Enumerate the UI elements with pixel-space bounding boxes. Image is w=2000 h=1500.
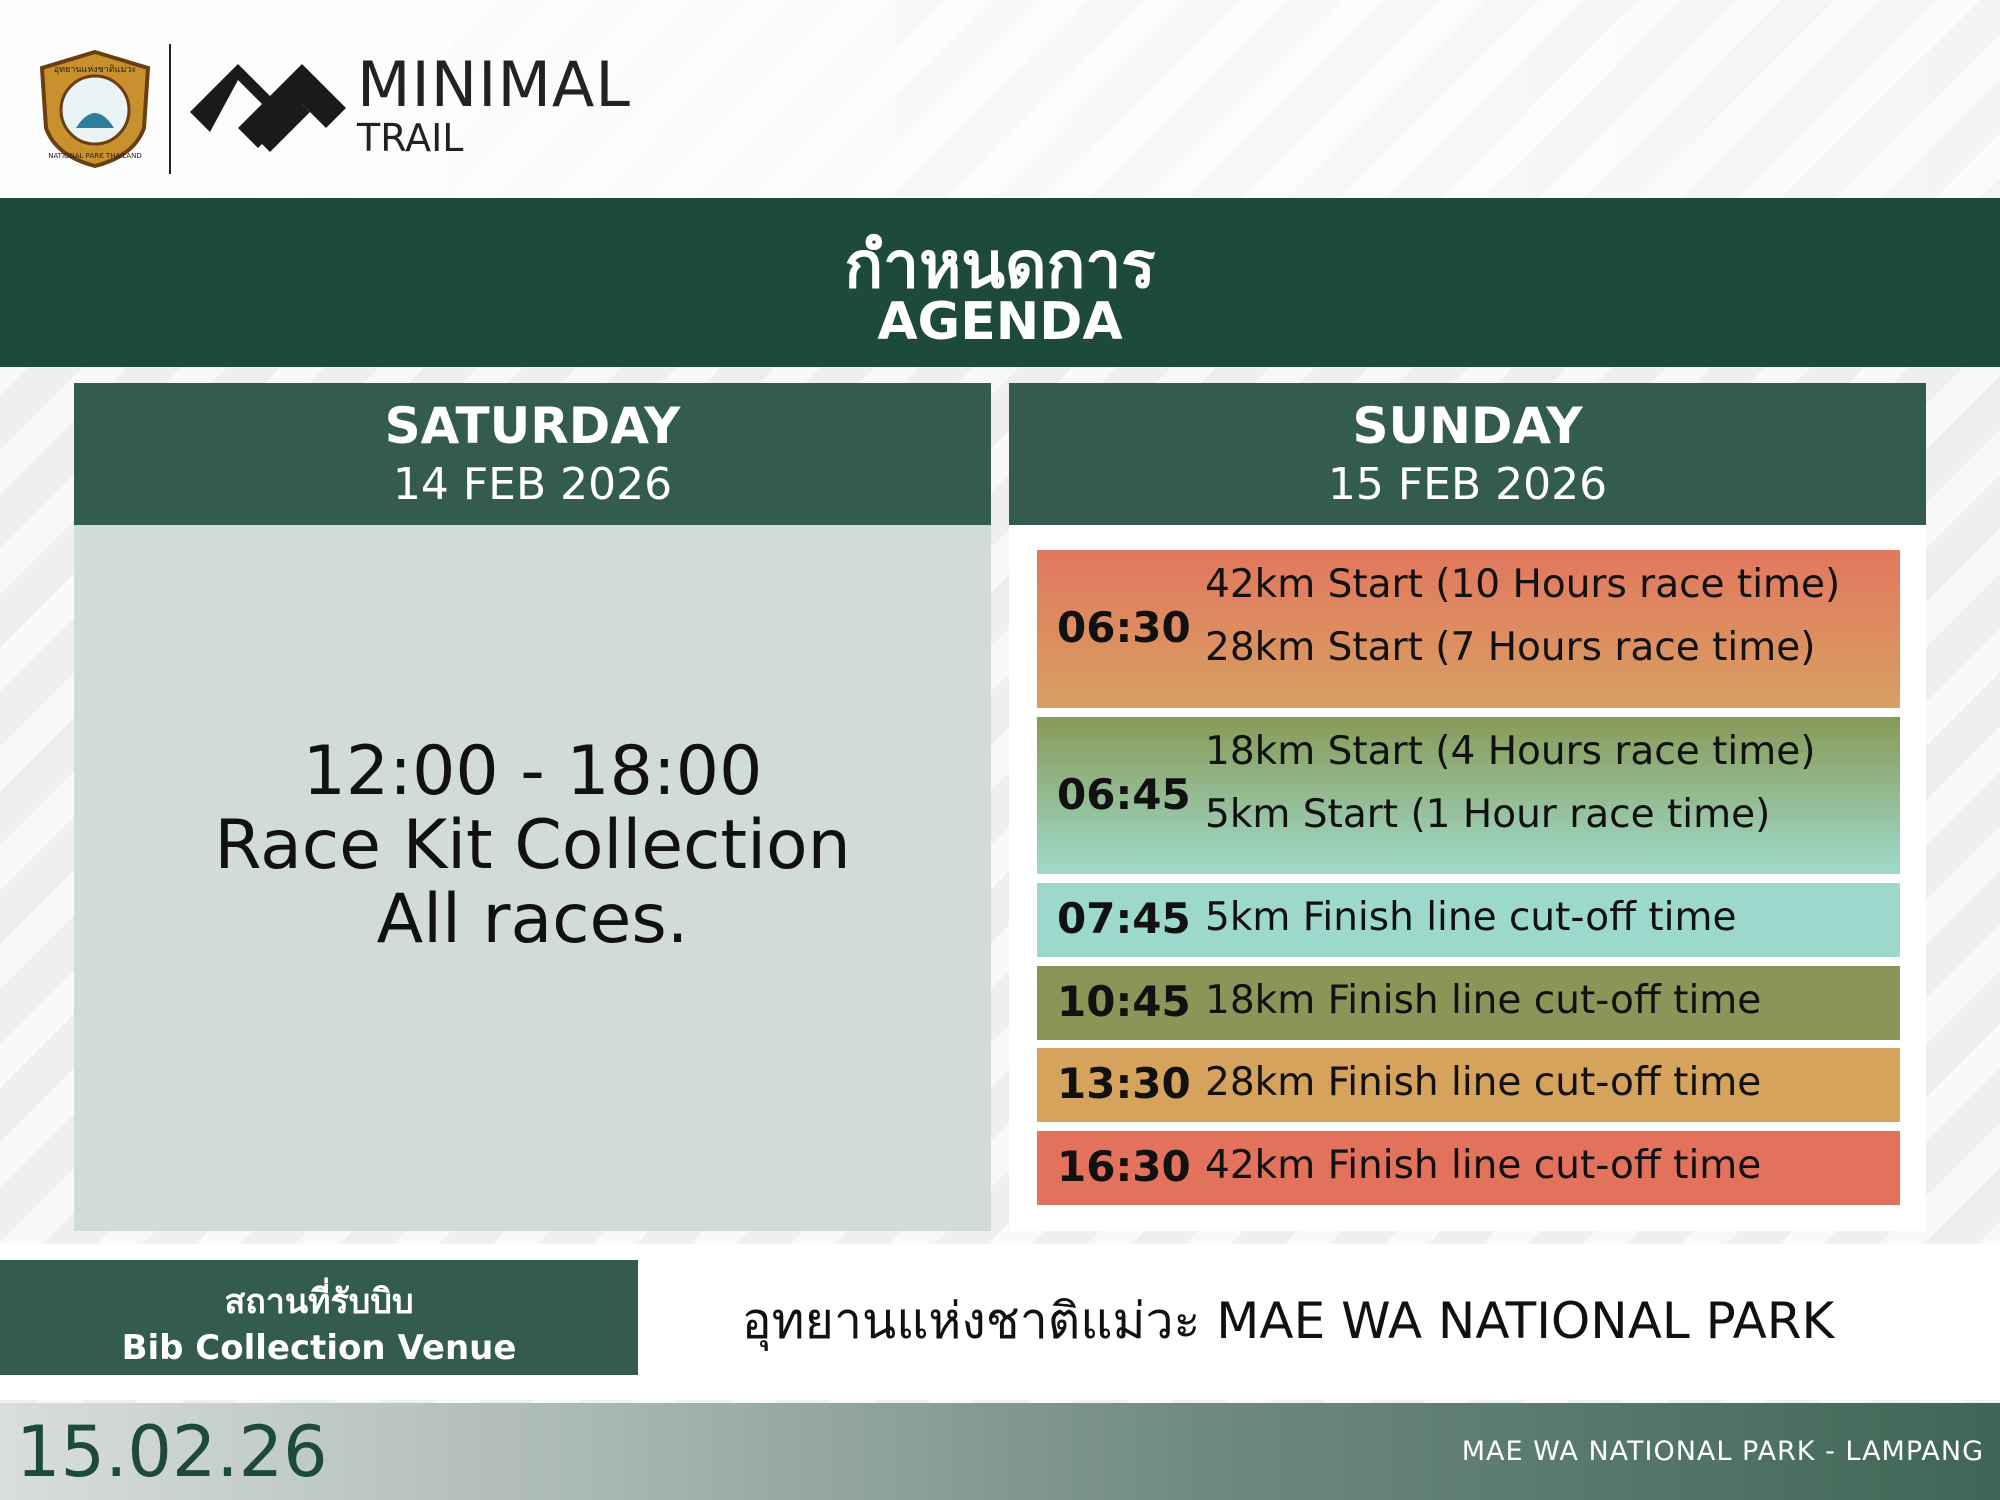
day: SATURDAY <box>384 397 681 455</box>
agenda-row: 06:30 42km Start (10 Hours race time) 28km… <box>1037 550 1900 708</box>
day-header: SUNDAY 15 FEB 2026 <box>1009 383 1926 525</box>
park-badge: อุทยานแห่งชาติแม่วะ NATIONAL PARK THAILA… <box>39 49 151 169</box>
footer-location: MAE WA NATIONAL PARK - LAMPANG <box>1461 1436 1984 1467</box>
title-th: กำหนดการ <box>844 229 1156 303</box>
venue-label-en: Bib Collection Venue <box>121 1328 517 1368</box>
agenda-row: 16:30 42km Finish line cut-off time <box>1037 1131 1900 1205</box>
venue-label-th: สถานที่รับบิบ <box>224 1282 414 1322</box>
agenda-line: 28km Start (7 Hours race time) <box>1205 625 1816 670</box>
agenda-row: 10:45 18km Finish line cut-off time <box>1037 966 1900 1040</box>
agenda-time: 13:30 <box>1057 1059 1191 1108</box>
brand-mark <box>190 64 346 152</box>
badge-top: อุทยานแห่งชาติแม่วะ <box>54 64 137 75</box>
venue-label: สถานที่รับบิบ Bib Collection Venue <box>0 1260 638 1375</box>
badge-bottom: NATIONAL PARK THAILAND <box>48 152 142 160</box>
agenda-line: 5km Start (1 Hour race time) <box>1205 792 1771 837</box>
saturday-body: 12:00 - 18:00 Race Kit Collection All ra… <box>74 525 991 1231</box>
divider <box>169 44 171 174</box>
banner: กำหนดการ AGENDA <box>0 198 2000 367</box>
day: SUNDAY <box>1352 397 1583 455</box>
agenda-line: 42km Finish line cut-off time <box>1205 1143 1762 1188</box>
agenda-row: 07:45 5km Finish line cut-off time <box>1037 883 1900 957</box>
agenda-row: 06:45 18km Start (4 Hours race time) 5km S… <box>1037 717 1900 874</box>
title-en: AGENDA <box>877 292 1123 352</box>
brand: MINIMAL <box>357 48 631 121</box>
venue-name: อุทยานแห่งชาติแม่วะ MAE WA NATIONAL PARK <box>741 1292 1835 1350</box>
footer <box>0 1403 2000 1500</box>
date: 14 FEB 2026 <box>392 459 673 510</box>
agenda-time: 10:45 <box>1057 977 1191 1026</box>
body-line: All races. <box>376 880 689 959</box>
body-line: Race Kit Collection <box>214 806 851 885</box>
agenda-time: 06:45 <box>1057 769 1191 819</box>
date: 15 FEB 2026 <box>1327 459 1608 510</box>
footer-date: 15.02.26 <box>16 1411 328 1493</box>
agenda-line: 18km Finish line cut-off time <box>1205 978 1762 1023</box>
agenda-time: 06:30 <box>1057 603 1191 652</box>
agenda-time: 07:45 <box>1057 894 1191 943</box>
agenda-row: 13:30 28km Finish line cut-off time <box>1037 1048 1900 1122</box>
day-header: SATURDAY 14 FEB 2026 <box>74 383 991 525</box>
agenda-line: 18km Start (4 Hours race time) <box>1205 729 1816 774</box>
agenda-line: 5km Finish line cut-off time <box>1205 895 1737 940</box>
agenda-line: 28km Finish line cut-off time <box>1205 1060 1762 1105</box>
agenda-line: 42km Start (10 Hours race time) <box>1205 562 1841 607</box>
agenda-time: 16:30 <box>1057 1142 1191 1191</box>
brand-sub: TRAIL <box>357 116 464 160</box>
body-line: 12:00 - 18:00 <box>302 732 763 811</box>
